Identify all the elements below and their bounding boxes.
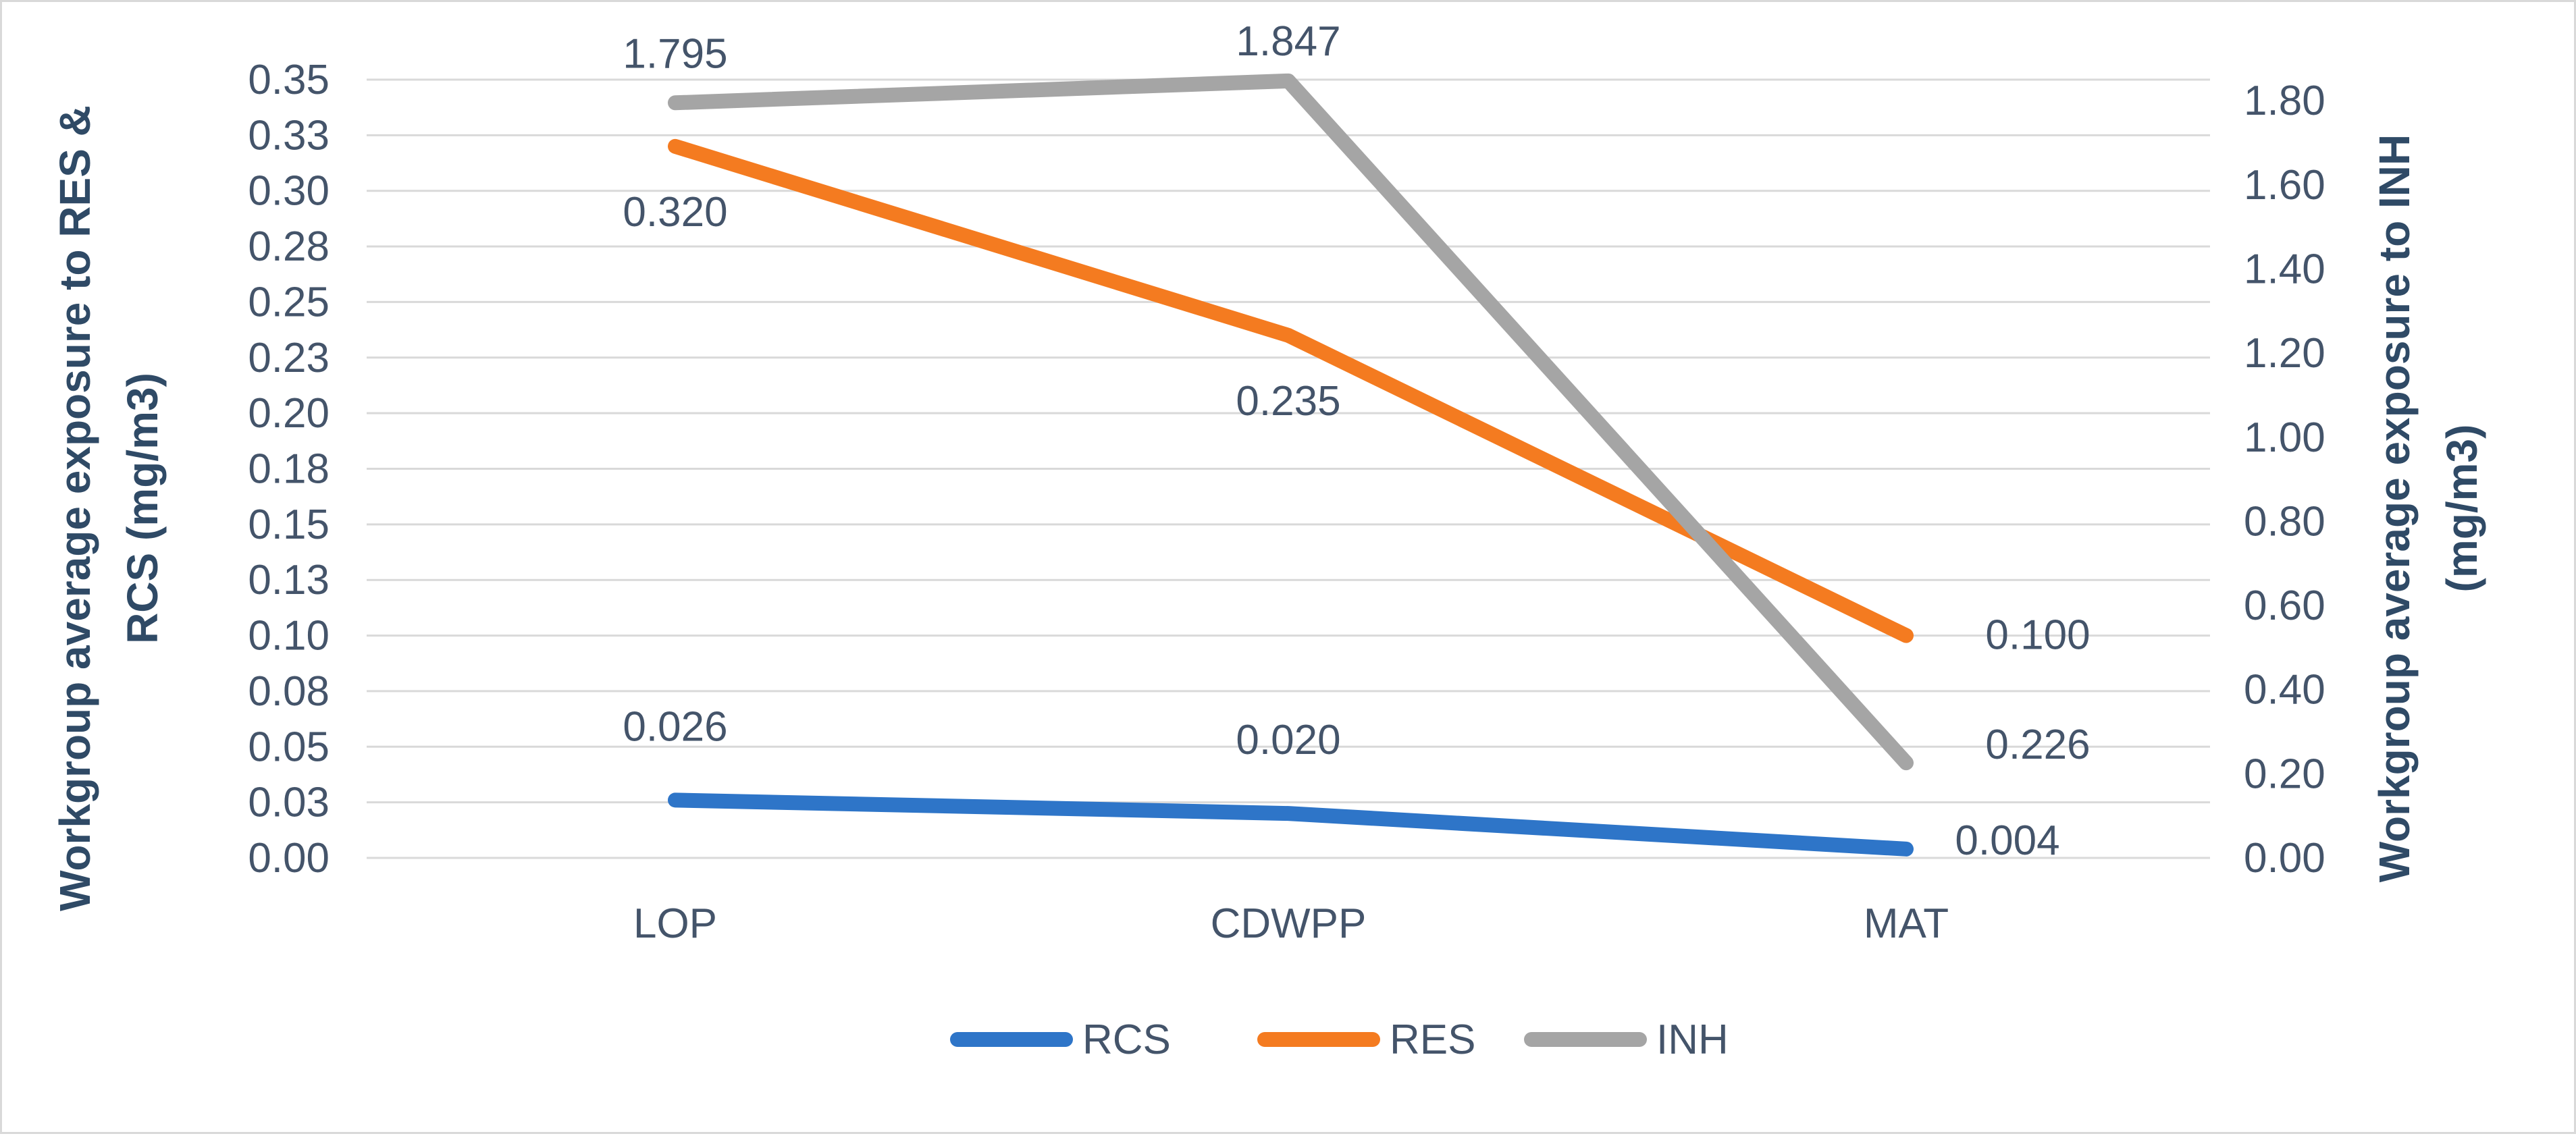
data-labels: 0.026 0.020 0.004 0.320 0.235 0.100 1.795 1.847…: [623, 18, 2090, 864]
data-label-rcs: 0.004: [1955, 817, 2059, 864]
right-tick-label: 1.00: [2244, 414, 2325, 461]
x-tick-label: MAT: [1864, 900, 1949, 947]
left-axis-title-line2: RCS (mg/m3): [118, 373, 167, 644]
gridlines: [367, 78, 2210, 859]
left-tick-label: 0.08: [248, 668, 330, 715]
left-tick-label: 0.33: [248, 112, 330, 159]
legend-label-rcs: RCS: [1082, 1017, 1171, 1063]
left-axis-title-line1: Workgroup average exposure to RES &: [51, 105, 99, 911]
data-label-inh: 0.226: [1985, 722, 2090, 768]
right-tick-label: 1.40: [2244, 246, 2325, 292]
right-axis-title-line2: (mg/m3): [2438, 425, 2486, 593]
right-tick-label: 0.60: [2244, 583, 2325, 629]
right-axis-title-line1: Workgroup average exposure to INH: [2370, 134, 2419, 882]
left-tick-label: 0.05: [248, 724, 330, 770]
x-tick-label: CDWPP: [1211, 900, 1367, 947]
series-line-rcs: [668, 792, 1914, 857]
left-tick-label: 0.20: [248, 390, 330, 437]
data-label-rcs: 0.026: [623, 703, 727, 750]
data-label-inh: 1.847: [1236, 18, 1340, 65]
data-label-rcs: 0.020: [1236, 717, 1340, 763]
data-label-inh: 1.795: [623, 30, 727, 77]
series-lines: [668, 73, 1914, 857]
left-tick-label: 0.03: [248, 780, 330, 826]
data-label-res: 0.235: [1236, 378, 1340, 425]
right-tick-label: 1.60: [2244, 162, 2325, 209]
right-axis-ticks: 0.00 0.20 0.40 0.60 0.80 1.00 1.20 1.40 1.60 1.80: [2244, 78, 2325, 882]
right-tick-label: 1.20: [2244, 330, 2325, 377]
series-line-inh: [668, 73, 1914, 771]
x-axis-ticks: LOP CDWPP MAT: [633, 900, 1949, 947]
left-tick-label: 0.00: [248, 835, 330, 882]
right-axis-title: Workgroup average exposure to INH (mg/m3…: [2370, 134, 2486, 882]
left-tick-label: 0.25: [248, 279, 330, 325]
left-tick-label: 0.28: [248, 223, 330, 270]
right-tick-label: 0.40: [2244, 667, 2325, 713]
right-tick-label: 1.80: [2244, 78, 2325, 124]
left-axis-title: Workgroup average exposure to RES & RCS …: [51, 105, 167, 911]
left-axis-ticks: 0.00 0.03 0.05 0.08 0.10 0.13 0.15 0.18 0.20 0.23…: [248, 57, 330, 882]
x-tick-label: LOP: [633, 900, 717, 947]
left-tick-label: 0.35: [248, 57, 330, 103]
left-tick-label: 0.23: [248, 335, 330, 381]
left-tick-label: 0.13: [248, 557, 330, 603]
legend: RCS RES INH: [950, 1017, 1729, 1063]
data-label-res: 0.320: [623, 189, 727, 236]
left-tick-label: 0.15: [248, 502, 330, 548]
left-tick-label: 0.18: [248, 446, 330, 493]
left-tick-label: 0.30: [248, 168, 330, 215]
legend-label-inh: INH: [1656, 1017, 1729, 1063]
legend-label-res: RES: [1390, 1017, 1475, 1063]
right-tick-label: 0.20: [2244, 751, 2325, 797]
right-tick-label: 0.00: [2244, 835, 2325, 882]
data-label-res: 0.100: [1985, 612, 2090, 659]
left-tick-label: 0.10: [248, 613, 330, 659]
right-tick-label: 0.80: [2244, 498, 2325, 545]
